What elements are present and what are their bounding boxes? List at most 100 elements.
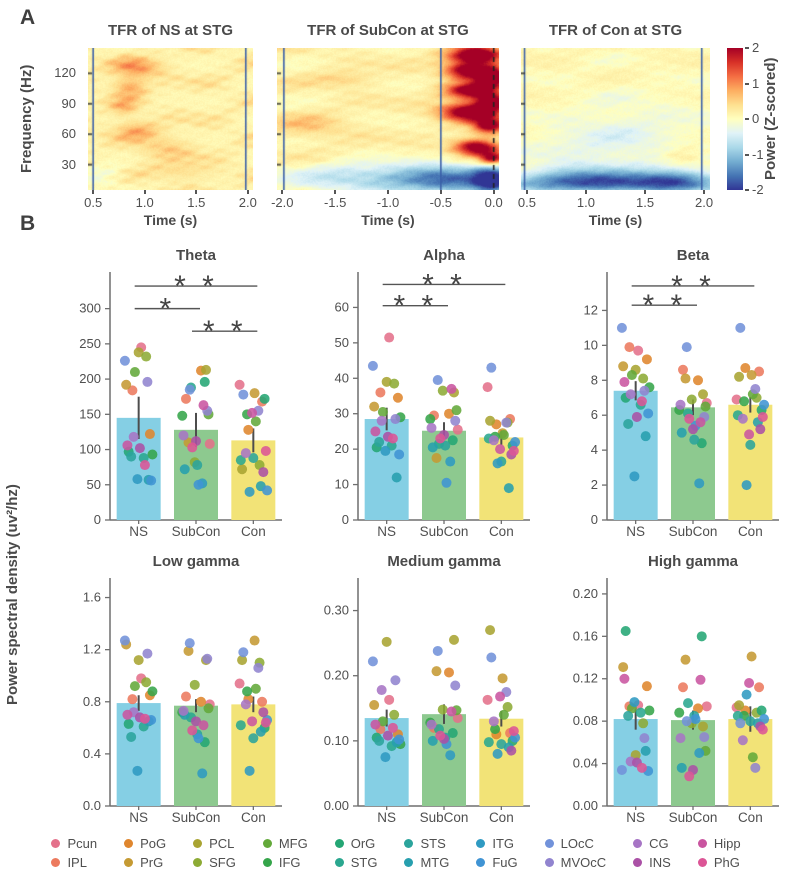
psd-chart-low-gamma: Low gamma 0.0 0.4 0.8 1.2 1.6 NS SubCon Con xyxy=(83,553,282,825)
data-point-sts xyxy=(126,731,137,742)
data-point-phg xyxy=(187,442,198,453)
data-point-ins xyxy=(134,443,145,454)
legend-item-cg: CG xyxy=(633,836,671,851)
data-point-prg xyxy=(746,651,757,662)
data-point-pcun xyxy=(452,424,463,435)
data-point-ipl xyxy=(375,387,386,398)
data-point-locc xyxy=(184,638,195,649)
data-point-hipp xyxy=(695,674,706,685)
tfr-x-tick-mark xyxy=(644,190,647,194)
data-point-mtg xyxy=(676,427,687,438)
data-point-mvocc xyxy=(639,385,650,396)
data-point-pog xyxy=(196,696,206,707)
significance-stars: * * xyxy=(393,290,437,323)
y-tick-label: 10 xyxy=(584,337,598,352)
data-point-org xyxy=(696,631,707,642)
y-tick-label: 100 xyxy=(79,442,101,457)
data-point-phg xyxy=(757,411,768,422)
data-point-org xyxy=(199,376,210,387)
legend-label: FuG xyxy=(492,855,518,870)
tfr-colorbar xyxy=(727,48,743,190)
data-point-fug xyxy=(510,437,521,448)
data-point-mtg xyxy=(503,483,514,494)
colorbar-tick-label: 0 xyxy=(752,111,760,126)
data-point-stg xyxy=(483,737,494,748)
data-point-ifg xyxy=(147,686,158,697)
significance-stars: * xyxy=(159,293,175,326)
data-point-hipp xyxy=(446,383,457,394)
legend-item-fug: FuG xyxy=(476,855,518,870)
data-point-mvocc xyxy=(450,415,461,426)
data-point-pcun xyxy=(731,394,742,405)
data-point-sfg xyxy=(389,709,400,720)
data-point-sts xyxy=(248,453,259,463)
data-point-ins xyxy=(755,424,766,435)
data-point-hipp xyxy=(446,706,457,717)
data-point-sts xyxy=(689,434,700,445)
data-point-sfg xyxy=(141,351,152,362)
data-point-pcl xyxy=(485,625,496,636)
data-point-mfg xyxy=(747,752,758,763)
data-point-prg xyxy=(680,373,691,384)
legend-dot-icon xyxy=(404,839,414,848)
data-point-cg xyxy=(625,389,636,400)
data-point-ipl xyxy=(257,696,268,707)
data-point-pcun xyxy=(482,694,493,705)
legend-item-itg: ITG xyxy=(476,836,517,851)
tfr-x-tick-mark xyxy=(143,190,146,194)
data-point-pog xyxy=(740,363,751,374)
data-point-prg xyxy=(431,666,442,677)
data-point-fug xyxy=(193,733,204,744)
data-point-mvocc xyxy=(501,417,512,428)
group-label: SubCon xyxy=(420,810,469,825)
legend-item-sfg: SFG xyxy=(193,855,236,870)
data-point-mfg xyxy=(129,681,140,692)
tfr-frequency-axis-label: Frequency (Hz) xyxy=(18,64,35,174)
data-point-pcun xyxy=(452,713,463,724)
colorbar-tick-label: -2 xyxy=(752,182,764,197)
data-point-fug xyxy=(193,479,204,490)
tfr-x-tick-mark xyxy=(92,190,95,194)
data-point-hipp xyxy=(370,719,381,730)
data-point-mfg xyxy=(377,406,388,417)
tfr-x-tick-label: -2.0 xyxy=(271,195,294,210)
data-point-locc xyxy=(238,647,249,658)
data-point-fug xyxy=(146,475,157,486)
data-point-itg xyxy=(132,474,143,485)
bar-subcon xyxy=(671,720,715,806)
data-point-itg xyxy=(380,752,391,763)
data-point-fug xyxy=(643,408,654,419)
data-point-fug xyxy=(262,485,273,496)
legend-dot-icon xyxy=(193,839,203,848)
data-point-mfg xyxy=(203,703,214,714)
y-tick-label: 0.0 xyxy=(83,798,101,813)
data-point-pcun xyxy=(234,379,245,390)
legend-label: MFG xyxy=(278,836,308,851)
tfr-x-tick-label: 1.0 xyxy=(135,195,154,210)
tfr-con-time-axis-label: Time (s) xyxy=(588,212,643,228)
data-point-mvocc xyxy=(750,762,761,773)
tfr-x-tick-mark xyxy=(492,190,495,194)
data-point-mfg xyxy=(250,416,261,427)
data-point-prg xyxy=(249,635,260,646)
legend-column: STS MTG xyxy=(404,836,449,870)
data-point-phg xyxy=(387,433,398,444)
legend-dot-icon xyxy=(697,839,707,848)
data-point-phg xyxy=(139,713,150,724)
legend-item-sts: STS xyxy=(404,836,449,851)
data-point-pog xyxy=(641,681,652,692)
data-point-pog xyxy=(144,429,155,440)
y-tick-label: 30 xyxy=(335,406,349,421)
data-point-hipp xyxy=(744,429,755,440)
tfr-ns-time-axis-label: Time (s) xyxy=(143,212,198,228)
y-tick-label: 8 xyxy=(591,372,598,387)
y-tick-label: 0 xyxy=(342,512,349,527)
legend-column: OrG STG xyxy=(334,836,377,870)
legend-item-stg: STG xyxy=(334,855,377,870)
colorbar-tick-mark xyxy=(745,82,749,85)
data-point-ifg xyxy=(177,410,188,421)
data-point-pcl xyxy=(133,347,144,358)
data-point-prg xyxy=(121,379,132,390)
legend-label: MVOcC xyxy=(560,855,607,870)
